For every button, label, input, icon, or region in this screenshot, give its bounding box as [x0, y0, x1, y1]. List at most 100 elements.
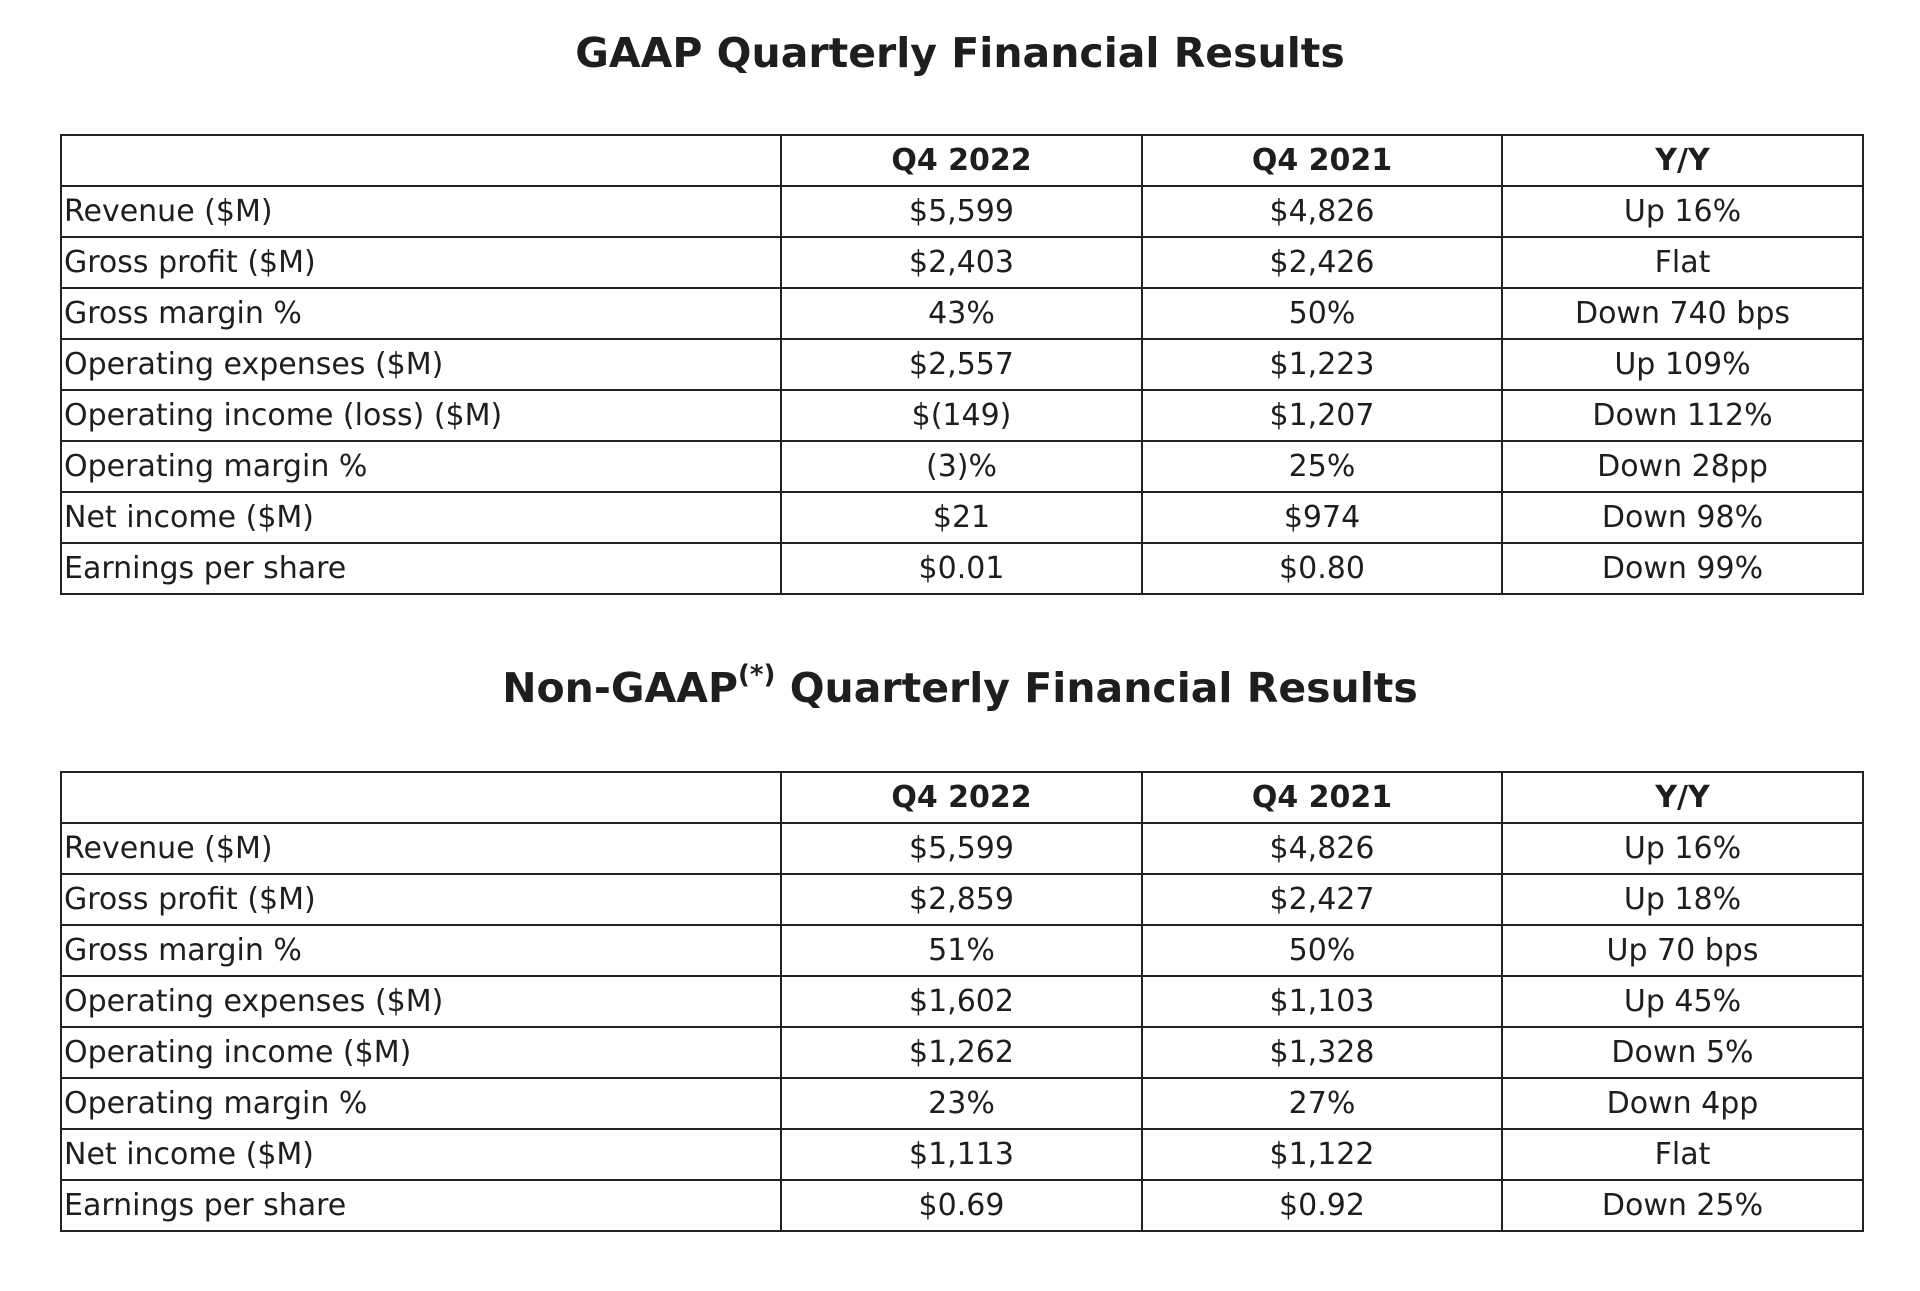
- header-cell-q4-2022: Q4 2022: [780, 134, 1143, 187]
- q4-2021-value-cell: $4,826: [1141, 185, 1503, 238]
- yoy-change-cell: Up 18%: [1501, 873, 1864, 926]
- metric-label-cell: Operating income ($M): [60, 1026, 782, 1079]
- yoy-change-cell: Up 109%: [1501, 338, 1864, 391]
- yoy-change-cell: Up 16%: [1501, 822, 1864, 875]
- q4-2021-value-cell: $974: [1141, 491, 1503, 544]
- q4-2022-value-cell: $1,262: [780, 1026, 1143, 1079]
- gaap-table-body: Revenue ($M) $5,599 $4,826 Up 16% Gross prof…: [60, 185, 1864, 595]
- q4-2021-value-cell: 50%: [1141, 287, 1503, 340]
- q4-2022-value-cell: (3)%: [780, 440, 1143, 493]
- q4-2022-value-cell: $5,599: [780, 822, 1143, 875]
- metric-label-cell: Gross profit ($M): [60, 873, 782, 926]
- metric-label-cell: Revenue ($M): [60, 185, 782, 238]
- yoy-change-cell: Flat: [1501, 1128, 1864, 1181]
- gaap-table-title: GAAP Quarterly Financial Results: [575, 29, 1345, 77]
- yoy-change-cell: Down 4pp: [1501, 1077, 1864, 1130]
- table-header-row: Q4 2022 Q4 2021 Y/Y: [60, 134, 1864, 187]
- metric-label-cell: Operating margin %: [60, 440, 782, 493]
- yoy-change-cell: Down 112%: [1501, 389, 1864, 442]
- table-row: Gross profit ($M) $2,859 $2,427 Up 18%: [60, 873, 1864, 926]
- yoy-change-cell: Down 5%: [1501, 1026, 1864, 1079]
- q4-2022-value-cell: 23%: [780, 1077, 1143, 1130]
- metric-label-cell: Operating expenses ($M): [60, 975, 782, 1028]
- footnote-marker: (*): [738, 660, 776, 690]
- q4-2021-value-cell: $0.92: [1141, 1179, 1503, 1232]
- q4-2022-value-cell: $2,859: [780, 873, 1143, 926]
- title-prefix: Non-GAAP: [502, 664, 739, 712]
- header-cell-q4-2021: Q4 2021: [1141, 771, 1503, 824]
- table-header-row: Q4 2022 Q4 2021 Y/Y: [60, 771, 1864, 824]
- q4-2022-value-cell: $1,113: [780, 1128, 1143, 1181]
- yoy-change-cell: Down 740 bps: [1501, 287, 1864, 340]
- table-row: Gross margin % 51% 50% Up 70 bps: [60, 924, 1864, 977]
- yoy-change-cell: Down 99%: [1501, 542, 1864, 595]
- gaap-results-table: Q4 2022 Q4 2021 Y/Y Revenue ($M) $5,599 $4…: [60, 134, 1864, 595]
- table-row: Earnings per share $0.01 $0.80 Down 99%: [60, 542, 1864, 595]
- q4-2021-value-cell: $1,122: [1141, 1128, 1503, 1181]
- header-cell-q4-2021: Q4 2021: [1141, 134, 1503, 187]
- q4-2022-value-cell: $5,599: [780, 185, 1143, 238]
- metric-label-cell: Operating expenses ($M): [60, 338, 782, 391]
- header-cell-metric: [60, 771, 782, 824]
- title-suffix: Quarterly Financial Results: [775, 664, 1418, 712]
- q4-2021-value-cell: $1,223: [1141, 338, 1503, 391]
- non-gaap-table-body: Revenue ($M) $5,599 $4,826 Up 16% Gross prof…: [60, 822, 1864, 1232]
- q4-2022-value-cell: 43%: [780, 287, 1143, 340]
- q4-2021-value-cell: $1,328: [1141, 1026, 1503, 1079]
- q4-2021-value-cell: 50%: [1141, 924, 1503, 977]
- table-row: Operating income ($M) $1,262 $1,328 Down 5%: [60, 1026, 1864, 1079]
- q4-2022-value-cell: $2,403: [780, 236, 1143, 289]
- q4-2022-value-cell: $21: [780, 491, 1143, 544]
- q4-2022-value-cell: 51%: [780, 924, 1143, 977]
- header-cell-q4-2022: Q4 2022: [780, 771, 1143, 824]
- q4-2021-value-cell: $2,427: [1141, 873, 1503, 926]
- metric-label-cell: Gross margin %: [60, 924, 782, 977]
- q4-2021-value-cell: $0.80: [1141, 542, 1503, 595]
- table-row: Operating margin % (3)% 25% Down 28pp: [60, 440, 1864, 493]
- yoy-change-cell: Down 25%: [1501, 1179, 1864, 1232]
- header-cell-yoy: Y/Y: [1501, 134, 1864, 187]
- yoy-change-cell: Up 45%: [1501, 975, 1864, 1028]
- q4-2021-value-cell: $1,207: [1141, 389, 1503, 442]
- table-row: Operating margin % 23% 27% Down 4pp: [60, 1077, 1864, 1130]
- q4-2021-value-cell: $2,426: [1141, 236, 1503, 289]
- table-row: Gross profit ($M) $2,403 $2,426 Flat: [60, 236, 1864, 289]
- metric-label-cell: Operating income (loss) ($M): [60, 389, 782, 442]
- q4-2022-value-cell: $0.01: [780, 542, 1143, 595]
- table-row: Operating income (loss) ($M) $(149) $1,207…: [60, 389, 1864, 442]
- metric-label-cell: Net income ($M): [60, 1128, 782, 1181]
- non-gaap-results-table: Q4 2022 Q4 2021 Y/Y Revenue ($M) $5,599 $4…: [60, 771, 1864, 1232]
- header-cell-yoy: Y/Y: [1501, 771, 1864, 824]
- table-row: Operating expenses ($M) $1,602 $1,103 Up 45…: [60, 975, 1864, 1028]
- header-cell-metric: [60, 134, 782, 187]
- q4-2021-value-cell: 25%: [1141, 440, 1503, 493]
- table-row: Revenue ($M) $5,599 $4,826 Up 16%: [60, 185, 1864, 238]
- yoy-change-cell: Up 70 bps: [1501, 924, 1864, 977]
- non-gaap-table-title: Non-GAAP(*) Quarterly Financial Results: [0, 662, 1920, 709]
- q4-2021-value-cell: $1,103: [1141, 975, 1503, 1028]
- q4-2022-value-cell: $2,557: [780, 338, 1143, 391]
- table-row: Net income ($M) $21 $974 Down 98%: [60, 491, 1864, 544]
- metric-label-cell: Operating margin %: [60, 1077, 782, 1130]
- table-row: Net income ($M) $1,113 $1,122 Flat: [60, 1128, 1864, 1181]
- yoy-change-cell: Flat: [1501, 236, 1864, 289]
- metric-label-cell: Gross profit ($M): [60, 236, 782, 289]
- q4-2022-value-cell: $(149): [780, 389, 1143, 442]
- table-row: Gross margin % 43% 50% Down 740 bps: [60, 287, 1864, 340]
- table-row: Operating expenses ($M) $2,557 $1,223 Up 10…: [60, 338, 1864, 391]
- table-row: Earnings per share $0.69 $0.92 Down 25%: [60, 1179, 1864, 1232]
- q4-2022-value-cell: $1,602: [780, 975, 1143, 1028]
- metric-label-cell: Revenue ($M): [60, 822, 782, 875]
- q4-2021-value-cell: 27%: [1141, 1077, 1503, 1130]
- yoy-change-cell: Up 16%: [1501, 185, 1864, 238]
- yoy-change-cell: Down 28pp: [1501, 440, 1864, 493]
- metric-label-cell: Earnings per share: [60, 1179, 782, 1232]
- yoy-change-cell: Down 98%: [1501, 491, 1864, 544]
- metric-label-cell: Gross margin %: [60, 287, 782, 340]
- q4-2022-value-cell: $0.69: [780, 1179, 1143, 1232]
- metric-label-cell: Earnings per share: [60, 542, 782, 595]
- metric-label-cell: Net income ($M): [60, 491, 782, 544]
- q4-2021-value-cell: $4,826: [1141, 822, 1503, 875]
- table-row: Revenue ($M) $5,599 $4,826 Up 16%: [60, 822, 1864, 875]
